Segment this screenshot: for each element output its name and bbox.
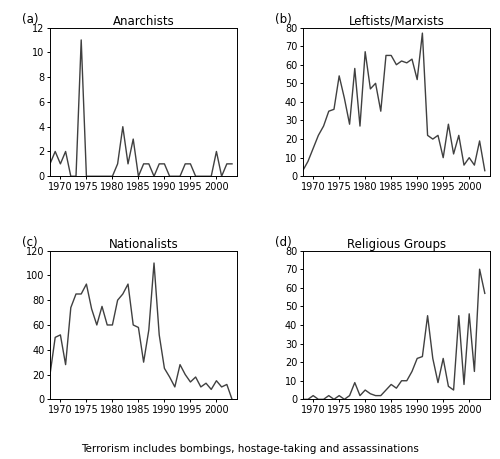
Title: Anarchists: Anarchists (112, 15, 174, 28)
Title: Religious Groups: Religious Groups (347, 238, 446, 251)
Title: Leftists/Marxists: Leftists/Marxists (348, 15, 444, 28)
Text: (c): (c) (22, 236, 38, 249)
Text: (d): (d) (274, 236, 291, 249)
Title: Nationalists: Nationalists (108, 238, 178, 251)
Text: (b): (b) (274, 13, 291, 26)
Text: (a): (a) (22, 13, 38, 26)
Text: Terrorism includes bombings, hostage-taking and assassinations: Terrorism includes bombings, hostage-tak… (81, 444, 419, 454)
